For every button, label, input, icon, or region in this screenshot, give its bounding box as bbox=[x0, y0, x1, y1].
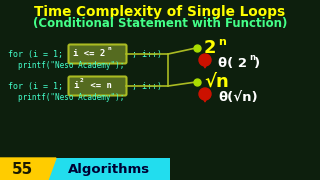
Text: √n: √n bbox=[204, 73, 229, 91]
Text: printf("Neso Academy");: printf("Neso Academy"); bbox=[18, 62, 124, 71]
Text: n: n bbox=[249, 53, 255, 62]
Text: n: n bbox=[108, 46, 112, 51]
Text: <= n: <= n bbox=[85, 82, 112, 91]
Text: Algorithms: Algorithms bbox=[68, 163, 150, 175]
Text: ): ) bbox=[254, 57, 260, 69]
Text: θ( 2: θ( 2 bbox=[218, 57, 247, 69]
Text: 2: 2 bbox=[204, 39, 217, 57]
Circle shape bbox=[199, 54, 211, 66]
Text: ; i++): ; i++) bbox=[127, 50, 162, 59]
Text: ; i++): ; i++) bbox=[127, 82, 162, 91]
Text: (Conditional Statement with Function): (Conditional Statement with Function) bbox=[33, 17, 287, 30]
Text: for (i = 1;: for (i = 1; bbox=[8, 50, 68, 59]
Text: n: n bbox=[218, 37, 226, 47]
Text: Time Complexity of Single Loops: Time Complexity of Single Loops bbox=[35, 5, 285, 19]
Polygon shape bbox=[203, 97, 207, 102]
Polygon shape bbox=[203, 63, 207, 68]
FancyBboxPatch shape bbox=[68, 76, 126, 96]
FancyBboxPatch shape bbox=[48, 158, 170, 180]
Circle shape bbox=[199, 88, 211, 100]
Text: for (i = 1;: for (i = 1; bbox=[8, 82, 68, 91]
Text: 2: 2 bbox=[80, 78, 84, 84]
Text: θ(√n): θ(√n) bbox=[218, 91, 258, 104]
Text: i <= 2: i <= 2 bbox=[73, 50, 105, 59]
Text: i: i bbox=[73, 82, 78, 91]
Text: 55: 55 bbox=[12, 161, 33, 177]
Text: printf("Neso Academy");: printf("Neso Academy"); bbox=[18, 93, 124, 102]
Polygon shape bbox=[0, 158, 56, 180]
FancyBboxPatch shape bbox=[68, 44, 126, 64]
